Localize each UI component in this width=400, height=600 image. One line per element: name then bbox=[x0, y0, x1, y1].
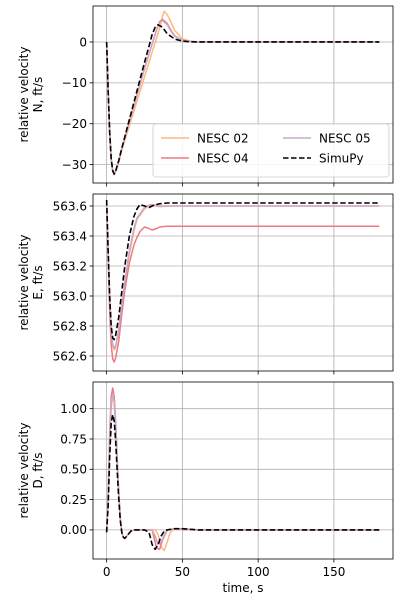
y-axis-label-line: relative velocity bbox=[17, 235, 31, 331]
x-tick-label: 100 bbox=[247, 565, 270, 579]
y-axis-label-line: relative velocity bbox=[17, 423, 31, 519]
y-tick-label: 1.00 bbox=[60, 402, 87, 416]
series-line-simupy bbox=[105, 23, 380, 175]
y-tick-label: 0 bbox=[79, 35, 87, 49]
y-tick-label: 563.6 bbox=[53, 199, 87, 213]
y-tick-label: 0.75 bbox=[60, 432, 87, 446]
series-line-simupy bbox=[105, 199, 380, 341]
x-tick-label: 50 bbox=[175, 565, 190, 579]
y-axis-label-line: E, ft/s bbox=[31, 265, 45, 299]
series-line-nesc-04 bbox=[105, 387, 380, 551]
y-tick-label: 0.25 bbox=[60, 493, 87, 507]
y-tick-label: 563.0 bbox=[53, 289, 87, 303]
legend-box bbox=[152, 123, 390, 178]
y-tick-label: 562.6 bbox=[53, 349, 87, 363]
y-tick-label: 563.4 bbox=[53, 229, 87, 243]
series-line-simupy bbox=[105, 413, 380, 551]
legend-label: NESC 05 bbox=[319, 131, 371, 145]
y-tick-label: −30 bbox=[62, 158, 87, 172]
panel-3: 1.00 0.75 0.50 0.25 0.00 0 50 100 150 relative ve… bbox=[17, 381, 394, 595]
legend: NESC 02 NESC 04 NESC 05 SimuPy bbox=[152, 123, 390, 178]
panel-2: 563.6 563.4 563.2 563.0 562.8 562.6 relative v… bbox=[17, 193, 394, 375]
y-axis-label-line: relative velocity bbox=[17, 47, 31, 143]
series-line-nesc-05 bbox=[105, 202, 380, 350]
y-tick-label: 563.2 bbox=[53, 259, 87, 273]
legend-label: NESC 04 bbox=[197, 151, 249, 165]
series-group bbox=[105, 387, 380, 552]
legend-label: SimuPy bbox=[319, 151, 364, 165]
series-group bbox=[105, 10, 380, 176]
axes-frame bbox=[92, 5, 394, 184]
y-tick-label: 562.8 bbox=[53, 319, 87, 333]
axes-frame bbox=[92, 381, 394, 560]
y-tick-label: −20 bbox=[62, 117, 87, 131]
y-axis-label-line: N, ft/s bbox=[31, 77, 45, 113]
y-axis-label: relative velocityE, ft/s bbox=[17, 235, 45, 331]
x-tick-label: 0 bbox=[103, 565, 111, 579]
y-axis-label-line: D, ft/s bbox=[31, 453, 45, 489]
x-tick-label: 150 bbox=[322, 565, 345, 579]
series-line-nesc-04 bbox=[105, 202, 380, 363]
series-line-nesc-02 bbox=[105, 395, 380, 552]
series-group bbox=[105, 199, 380, 363]
panel-1: 0 −10 −20 −30 relative velocityN, ft/s NESC 0… bbox=[17, 5, 394, 187]
axes-frame bbox=[92, 193, 394, 372]
x-axis-label: time, s bbox=[223, 581, 264, 595]
y-tick-label: −10 bbox=[62, 76, 87, 90]
y-tick-label: 0.50 bbox=[60, 463, 87, 477]
legend-label: NESC 02 bbox=[197, 131, 249, 145]
y-axis-label: relative velocityD, ft/s bbox=[17, 423, 45, 519]
y-tick-label: 0.00 bbox=[60, 523, 87, 537]
y-axis-label: relative velocityN, ft/s bbox=[17, 47, 45, 143]
series-line-nesc-02 bbox=[105, 202, 380, 351]
